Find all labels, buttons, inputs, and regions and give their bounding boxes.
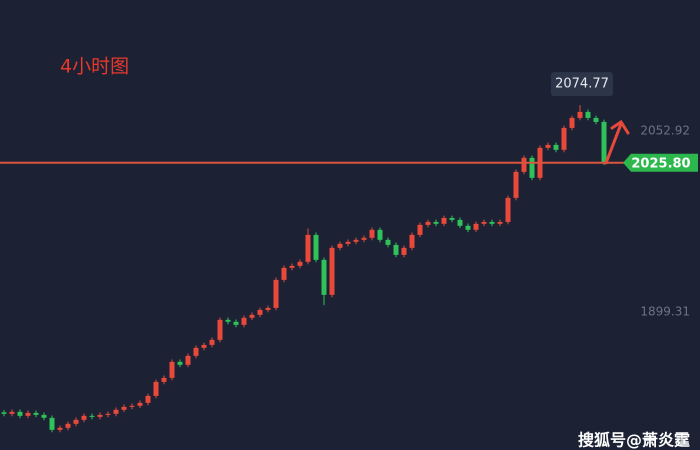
candle-body bbox=[305, 234, 311, 262]
candle-body bbox=[105, 413, 111, 415]
candle-body bbox=[545, 144, 551, 148]
candle-body bbox=[561, 127, 567, 150]
candle-body bbox=[241, 317, 247, 325]
candle-body bbox=[337, 243, 343, 248]
candle-body bbox=[89, 415, 95, 417]
candle-body bbox=[129, 405, 135, 407]
candle-body bbox=[257, 309, 263, 315]
candle-body bbox=[577, 111, 583, 118]
candle-body bbox=[513, 171, 519, 198]
candle-body bbox=[313, 234, 319, 260]
candle-body bbox=[161, 377, 167, 382]
candle-body bbox=[73, 419, 79, 424]
candle-body bbox=[393, 244, 399, 255]
candle-body bbox=[601, 121, 607, 163]
y-tick-label: 1899.31 bbox=[640, 304, 690, 318]
candle-body bbox=[377, 229, 383, 240]
candle-body bbox=[217, 319, 223, 340]
candle-body bbox=[457, 219, 463, 226]
candle-body bbox=[433, 221, 439, 224]
candle-body bbox=[9, 411, 15, 414]
chart-title: 4小时图 bbox=[60, 56, 129, 78]
candle-body bbox=[353, 239, 359, 242]
candle-body bbox=[361, 237, 367, 240]
candle-body bbox=[473, 223, 479, 230]
candle-body bbox=[185, 355, 191, 365]
candle-body bbox=[369, 229, 375, 238]
y-tick-label: 2052.92 bbox=[640, 123, 690, 137]
candle-body bbox=[65, 423, 71, 428]
candle-body bbox=[201, 344, 207, 348]
candle-body bbox=[297, 261, 303, 266]
candle-body bbox=[137, 402, 143, 406]
candle-body bbox=[193, 347, 199, 356]
candle-body bbox=[593, 117, 599, 122]
candle-body bbox=[153, 381, 159, 396]
candle-body bbox=[177, 361, 183, 365]
candle-body bbox=[465, 225, 471, 230]
candle-body bbox=[97, 414, 103, 417]
candle-body bbox=[113, 409, 119, 414]
candle-body bbox=[273, 279, 279, 308]
candle-body bbox=[425, 221, 431, 225]
candle-body bbox=[521, 157, 527, 172]
candle-body bbox=[529, 157, 535, 178]
candle-body bbox=[385, 239, 391, 245]
candle-body bbox=[121, 406, 127, 410]
candle-body bbox=[41, 414, 47, 418]
candle-body bbox=[225, 319, 231, 322]
candle-body bbox=[449, 217, 455, 220]
candle-body bbox=[145, 395, 151, 403]
candle-body bbox=[553, 144, 559, 150]
price-tag-bg bbox=[623, 153, 698, 172]
candle-body bbox=[1, 412, 7, 414]
candle-body bbox=[409, 234, 415, 248]
arrow bbox=[604, 119, 630, 165]
candle-body bbox=[497, 221, 503, 224]
candle-body bbox=[345, 241, 351, 244]
candle-body bbox=[265, 307, 271, 310]
candle-body bbox=[57, 427, 63, 430]
watermark: 搜狐号@萧炎霆 bbox=[578, 431, 690, 450]
candle-body bbox=[481, 221, 487, 224]
candle-body bbox=[417, 224, 423, 235]
candle-body bbox=[289, 265, 295, 268]
candle-body bbox=[81, 415, 87, 420]
candle-body bbox=[249, 314, 255, 318]
high-label-bg bbox=[551, 72, 613, 97]
candle-body bbox=[441, 217, 447, 224]
candle-body bbox=[281, 267, 287, 280]
candle-body bbox=[209, 339, 215, 345]
candle-body bbox=[489, 221, 495, 224]
candle-body bbox=[401, 247, 407, 255]
candle-body bbox=[49, 417, 55, 430]
candle-body bbox=[585, 111, 591, 118]
candle-body bbox=[33, 412, 39, 415]
high-label: 2074.77 bbox=[555, 77, 609, 92]
candle-body bbox=[17, 411, 23, 416]
candle-body bbox=[321, 259, 327, 295]
candle-body bbox=[233, 321, 239, 325]
candle-body bbox=[569, 117, 575, 128]
candle-body bbox=[25, 412, 31, 416]
price-tag: 2025.80 bbox=[631, 156, 690, 171]
candle-body bbox=[169, 361, 175, 378]
candle-body bbox=[329, 247, 335, 295]
candle-body bbox=[505, 197, 511, 222]
